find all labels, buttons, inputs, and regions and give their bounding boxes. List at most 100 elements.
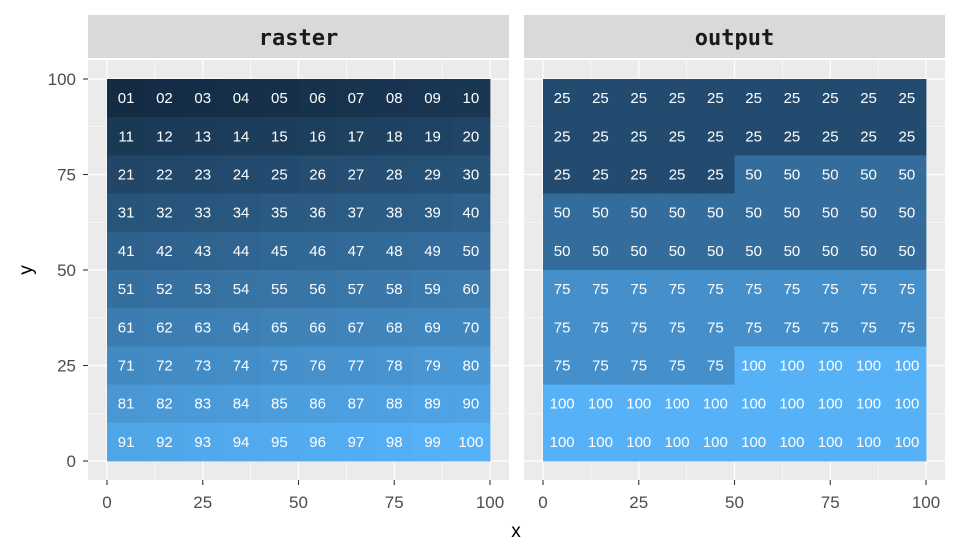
- cell-label: 100: [856, 434, 881, 451]
- cell-label: 36: [309, 205, 326, 222]
- raster-cell: [657, 193, 697, 233]
- cell-label: 50: [554, 243, 571, 260]
- cell-label: 75: [860, 319, 877, 336]
- raster-cell: [260, 79, 299, 118]
- raster-cell: [375, 270, 414, 309]
- raster-cell: [657, 79, 697, 118]
- raster-cell: [734, 308, 774, 347]
- cell-label: 50: [860, 167, 877, 184]
- cell-label: 64: [233, 319, 250, 336]
- cell-label: 100: [588, 434, 613, 451]
- cell-label: 17: [348, 128, 365, 145]
- cell-label: 91: [118, 434, 135, 451]
- raster-cell: [298, 384, 338, 424]
- raster-cell: [298, 155, 338, 194]
- cell-label: 25: [860, 90, 877, 107]
- cell-label: 06: [309, 90, 326, 107]
- cell-label: 41: [118, 243, 135, 260]
- cell-label: 100: [856, 396, 881, 413]
- cell-label: 44: [233, 243, 250, 260]
- y-tick-label: 75: [57, 166, 76, 185]
- cell-label: 25: [630, 90, 647, 107]
- raster-cell: [543, 117, 582, 156]
- cell-label: 75: [554, 281, 571, 298]
- cell-label: 50: [745, 243, 762, 260]
- cell-label: 19: [424, 128, 441, 145]
- cell-label: 75: [630, 319, 647, 336]
- cell-label: 88: [386, 396, 403, 413]
- raster-cell: [336, 346, 376, 385]
- raster-cell: [849, 155, 889, 194]
- raster-cell: [336, 270, 376, 309]
- raster-cell: [811, 270, 850, 309]
- raster-cell: [619, 308, 659, 347]
- cell-label: 100: [665, 396, 690, 413]
- cell-label: 63: [194, 319, 211, 336]
- cell-label: 55: [271, 281, 288, 298]
- cell-label: 26: [309, 167, 326, 184]
- raster-cell: [336, 308, 376, 347]
- x-tick-label: 75: [821, 493, 840, 512]
- x-axis: 0 25 50 75 100: [538, 480, 940, 512]
- raster-cell: [734, 155, 774, 194]
- raster-cell: [581, 384, 620, 424]
- raster-cell: [734, 79, 774, 118]
- raster-cell: [887, 422, 927, 462]
- cell-label: 100: [741, 358, 766, 375]
- cell-label: 47: [348, 243, 365, 260]
- raster-cell: [221, 384, 261, 424]
- cell-label: 14: [233, 128, 250, 145]
- cell-label: 69: [424, 319, 441, 336]
- cell-label: 25: [707, 90, 724, 107]
- cell-label: 100: [779, 358, 804, 375]
- raster-cell: [183, 346, 223, 385]
- cell-label: 50: [822, 205, 839, 222]
- raster-cell: [145, 231, 184, 271]
- raster-cell: [451, 270, 491, 309]
- cell-label: 67: [348, 319, 365, 336]
- raster-cells: 01 02 03 04 05 06 07 08 09 10 11 12 13 14 15 16 17 18 19 20…: [107, 79, 491, 462]
- panel-title: output: [695, 26, 774, 51]
- raster-cell: [375, 155, 414, 194]
- cell-label: 75: [784, 281, 801, 298]
- cell-label: 50: [630, 243, 647, 260]
- raster-cell: [413, 384, 453, 424]
- raster-cell: [543, 231, 582, 271]
- raster-cell: [375, 117, 414, 156]
- cell-label: 60: [463, 281, 480, 298]
- raster-cells: 25 25 25 25 25 25 25 25 25 25 25 25 25 25 25 25 25 25 25 25…: [543, 79, 927, 462]
- cell-label: 75: [592, 358, 609, 375]
- cell-label: 75: [669, 281, 686, 298]
- cell-label: 77: [348, 358, 365, 375]
- cell-label: 11: [118, 128, 134, 145]
- x-tick-label: 100: [912, 493, 940, 512]
- raster-cell: [619, 79, 659, 118]
- raster-cell: [619, 193, 659, 233]
- raster-cell: [657, 422, 697, 462]
- raster-cell: [696, 79, 735, 118]
- cell-label: 25: [592, 167, 609, 184]
- raster-cell: [734, 231, 774, 271]
- cell-label: 35: [271, 205, 288, 222]
- raster-cell: [657, 155, 697, 194]
- raster-cell: [811, 79, 850, 118]
- raster-cell: [619, 117, 659, 156]
- cell-label: 59: [424, 281, 441, 298]
- cell-label: 100: [626, 396, 651, 413]
- cell-label: 73: [194, 358, 211, 375]
- raster-cell: [413, 231, 453, 271]
- raster-cell: [657, 346, 697, 385]
- raster-cell: [619, 384, 659, 424]
- x-tick-label: 25: [193, 493, 212, 512]
- cell-label: 25: [784, 90, 801, 107]
- cell-label: 50: [860, 243, 877, 260]
- cell-label: 100: [741, 434, 766, 451]
- cell-label: 75: [630, 281, 647, 298]
- cell-label: 97: [348, 434, 365, 451]
- raster-cell: [887, 193, 927, 233]
- raster-cell: [887, 384, 927, 424]
- raster-cell: [183, 79, 223, 118]
- y-tick-label: 25: [57, 357, 76, 376]
